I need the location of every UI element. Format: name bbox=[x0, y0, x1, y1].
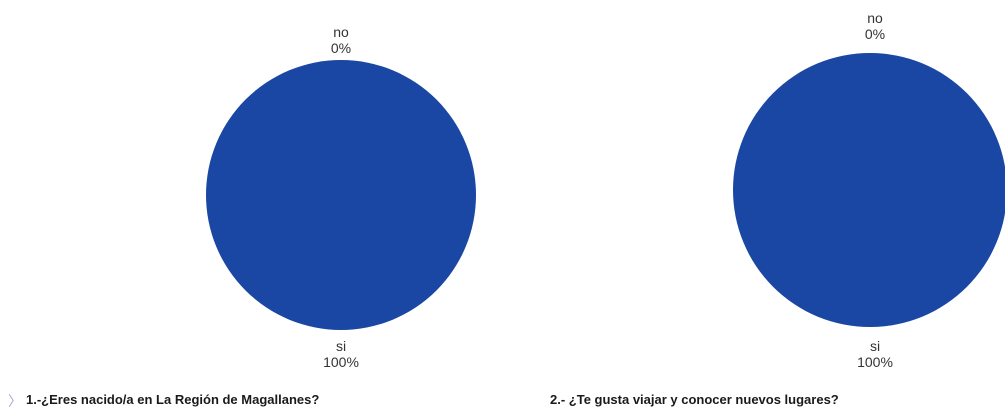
slice-name-si: si bbox=[335, 338, 347, 354]
slice-label-no: no 0% bbox=[865, 10, 885, 42]
slice-name-no: no bbox=[867, 10, 883, 26]
slice-percent-si: 100% bbox=[857, 354, 893, 370]
slice-name-si: si bbox=[869, 338, 881, 354]
slice-label-no: no 0% bbox=[331, 24, 351, 56]
pie-slice-si bbox=[206, 60, 476, 330]
chevron-right-icon: 〉 bbox=[8, 393, 22, 409]
pie-slice-si bbox=[733, 53, 1005, 327]
slice-percent-si: 100% bbox=[323, 354, 359, 370]
chart-title-1: 1.-¿Eres nacido/a en La Región de Magall… bbox=[26, 392, 320, 407]
slice-percent-no: 0% bbox=[330, 40, 352, 56]
pie-chart-2 bbox=[733, 53, 1005, 327]
chart-panel-2: no 0% si 100% 2.- ¿Te gusta viajar y con… bbox=[505, 0, 1005, 410]
chart-panel-1: no 0% si 100% 1.-¿Eres nacido/a en La Re… bbox=[26, 24, 476, 407]
pie-chart-1 bbox=[206, 60, 476, 330]
slice-percent-no: 0% bbox=[864, 26, 886, 42]
slice-name-no: no bbox=[333, 24, 349, 40]
slice-label-si: si 100% bbox=[857, 338, 893, 370]
slice-label-si: si 100% bbox=[323, 338, 359, 370]
chart-title-2: 2.- ¿Te gusta viajar y conocer nuevos lu… bbox=[550, 392, 839, 407]
